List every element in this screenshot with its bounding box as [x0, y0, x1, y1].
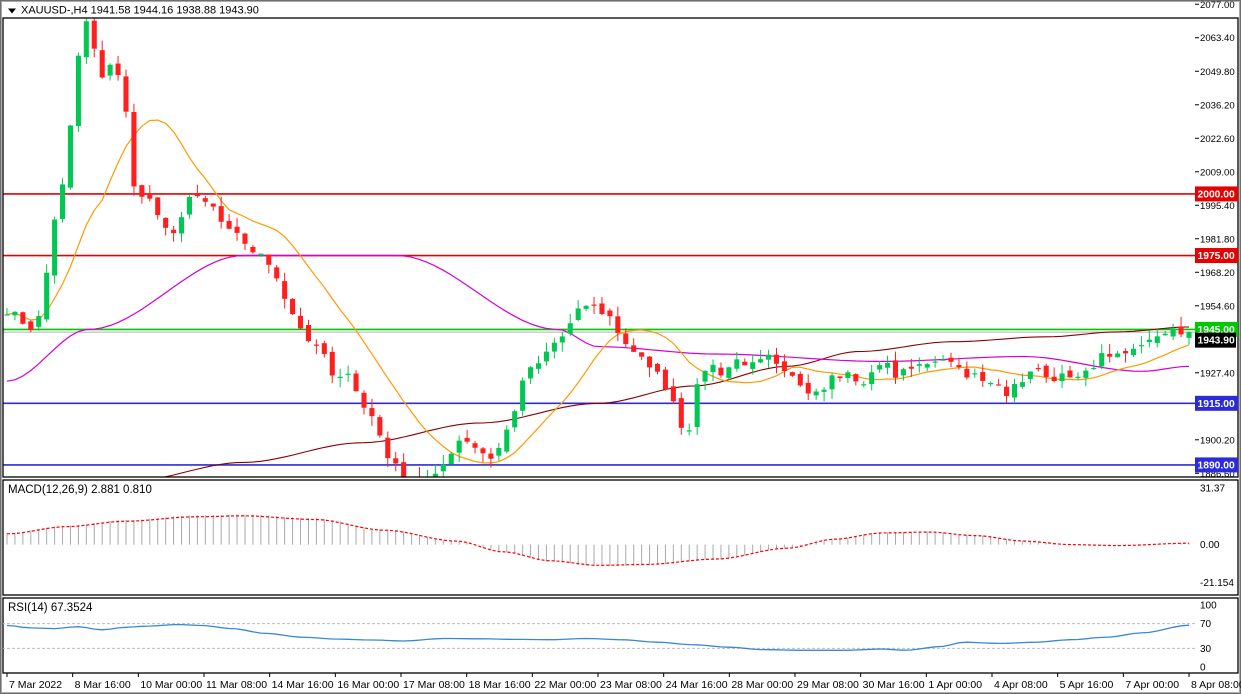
svg-text:RSI(14) 67.3524: RSI(14) 67.3524	[8, 602, 93, 614]
svg-text:2000.00: 2000.00	[1198, 189, 1235, 200]
svg-text:8 Mar 16:00: 8 Mar 16:00	[75, 679, 131, 691]
svg-text:24 Mar 16:00: 24 Mar 16:00	[666, 679, 728, 691]
svg-text:1943.90: 1943.90	[1198, 336, 1235, 347]
svg-text:30 Mar 16:00: 30 Mar 16:00	[863, 679, 925, 691]
svg-text:100: 100	[1200, 601, 1217, 612]
svg-text:1968.20: 1968.20	[1200, 268, 1235, 279]
svg-text:1981.80: 1981.80	[1200, 234, 1235, 245]
svg-text:31.37: 31.37	[1200, 484, 1225, 495]
svg-text:28 Mar 00:00: 28 Mar 00:00	[731, 679, 793, 691]
svg-text:16 Mar 00:00: 16 Mar 00:00	[337, 679, 399, 691]
svg-text:7 Mar 2022: 7 Mar 2022	[9, 679, 62, 691]
svg-text:1890.00: 1890.00	[1198, 460, 1235, 471]
svg-text:0: 0	[1200, 663, 1206, 674]
svg-text:2009.00: 2009.00	[1200, 167, 1235, 178]
svg-text:10 Mar 00:00: 10 Mar 00:00	[140, 679, 202, 691]
svg-text:17 Mar 08:00: 17 Mar 08:00	[403, 679, 465, 691]
svg-text:0.00: 0.00	[1200, 540, 1220, 551]
svg-text:1915.00: 1915.00	[1198, 399, 1235, 410]
svg-text:2036.20: 2036.20	[1200, 100, 1235, 111]
svg-text:23 Mar 08:00: 23 Mar 08:00	[600, 679, 662, 691]
svg-text:29 Mar 08:00: 29 Mar 08:00	[797, 679, 859, 691]
svg-text:1975.00: 1975.00	[1198, 251, 1235, 262]
svg-text:MACD(12,26,9) 2.881 0.810: MACD(12,26,9) 2.881 0.810	[8, 484, 152, 496]
svg-text:30: 30	[1200, 644, 1212, 655]
svg-text:2022.60: 2022.60	[1200, 134, 1235, 145]
svg-text:XAUUSD-,H4 1941.58 1944.16 1: XAUUSD-,H4 1941.58 1944.16 1938.88 1943.…	[21, 5, 259, 17]
svg-text:1 Apr 00:00: 1 Apr 00:00	[928, 679, 982, 691]
svg-text:2049.80: 2049.80	[1200, 67, 1235, 78]
svg-text:11 Mar 08:00: 11 Mar 08:00	[206, 679, 267, 691]
svg-text:70: 70	[1200, 619, 1212, 630]
svg-text:5 Apr 16:00: 5 Apr 16:00	[1060, 679, 1114, 691]
svg-text:1927.40: 1927.40	[1200, 368, 1235, 379]
svg-text:2077.00: 2077.00	[1200, 0, 1235, 11]
svg-text:1954.60: 1954.60	[1200, 301, 1235, 312]
svg-text:4 Apr 08:00: 4 Apr 08:00	[994, 679, 1048, 691]
svg-text:1995.40: 1995.40	[1200, 201, 1235, 212]
svg-text:18 Mar 16:00: 18 Mar 16:00	[469, 679, 531, 691]
svg-text:1900.20: 1900.20	[1200, 435, 1235, 446]
svg-text:22 Mar 00:00: 22 Mar 00:00	[534, 679, 596, 691]
svg-text:14 Mar 16:00: 14 Mar 16:00	[272, 679, 334, 691]
svg-text:2063.40: 2063.40	[1200, 33, 1235, 44]
svg-text:7 Apr 00:00: 7 Apr 00:00	[1125, 679, 1179, 691]
svg-text:8 Apr 08:00: 8 Apr 08:00	[1191, 679, 1241, 691]
svg-text:-21.154: -21.154	[1200, 578, 1234, 589]
